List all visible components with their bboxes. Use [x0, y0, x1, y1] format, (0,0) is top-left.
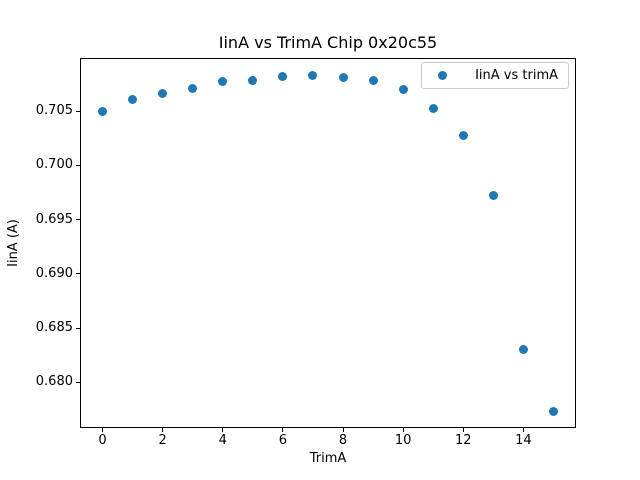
scatter-point	[338, 73, 348, 83]
y-tick-label: 0.695	[35, 211, 73, 227]
legend: IinA vs trimA	[421, 62, 569, 89]
x-tick-mark	[342, 428, 344, 432]
x-tick-mark	[162, 428, 164, 432]
scatter-point	[368, 76, 378, 86]
scatter-point	[248, 76, 258, 86]
scatter-point	[518, 345, 528, 355]
scatter-point	[458, 130, 468, 140]
y-tick-label: 0.690	[35, 265, 73, 281]
y-axis-label: IinA (A)	[6, 219, 21, 267]
x-tick-label: 10	[394, 433, 412, 448]
y-tick-mark	[76, 273, 80, 275]
scatter-point	[188, 83, 198, 93]
x-tick-label: 8	[338, 433, 348, 448]
x-tick-mark	[282, 428, 284, 432]
chart-title: IinA vs TrimA Chip 0x20c55	[218, 33, 438, 52]
scatter-point	[98, 106, 108, 116]
plot-area: IinA vs trimA	[80, 58, 576, 428]
x-tick-label: 12	[454, 433, 472, 448]
scatter-point	[308, 70, 318, 80]
legend-label: IinA vs trimA	[475, 68, 558, 83]
legend-marker-dot	[438, 71, 448, 80]
y-tick-mark	[76, 381, 80, 383]
x-tick-label: 14	[515, 433, 532, 448]
scatter-point	[128, 94, 138, 104]
scatter-point	[218, 77, 228, 87]
x-tick-label: 0	[98, 433, 107, 448]
y-tick-label: 0.680	[35, 374, 73, 390]
scatter-point	[548, 407, 558, 417]
y-tick-mark	[76, 110, 80, 112]
x-tick-mark	[222, 428, 224, 432]
y-tick-label: 0.685	[35, 320, 73, 336]
scatter-point	[488, 191, 498, 201]
x-axis-label: TrimA	[309, 451, 347, 466]
x-tick-mark	[462, 428, 464, 432]
x-tick-label: 4	[218, 433, 227, 448]
scatter-point	[158, 89, 168, 99]
x-tick-mark	[402, 428, 404, 432]
x-tick-mark	[522, 428, 524, 432]
y-tick-mark	[76, 327, 80, 329]
y-tick-mark	[76, 164, 80, 166]
scatter-point	[428, 104, 438, 114]
scatter-point	[398, 84, 408, 94]
y-tick-label: 0.700	[35, 157, 73, 173]
x-tick-mark	[102, 428, 104, 432]
x-tick-label: 2	[158, 433, 167, 448]
y-tick-label: 0.705	[35, 103, 73, 119]
x-tick-label: 6	[278, 433, 288, 448]
y-tick-mark	[76, 219, 80, 221]
scatter-point	[278, 71, 288, 81]
